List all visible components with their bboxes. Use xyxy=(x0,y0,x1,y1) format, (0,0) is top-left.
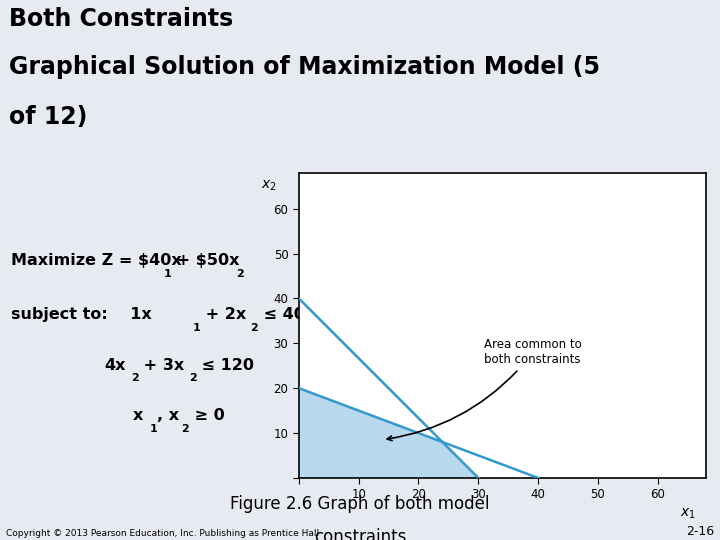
Text: Maximize Z = $40x: Maximize Z = $40x xyxy=(11,253,181,268)
Text: 2: 2 xyxy=(189,373,197,383)
Text: Graphical Solution of Maximization Model (5: Graphical Solution of Maximization Model… xyxy=(9,56,600,79)
Text: x: x xyxy=(133,408,143,423)
Text: Figure 2.6 Graph of both model: Figure 2.6 Graph of both model xyxy=(230,495,490,514)
Polygon shape xyxy=(299,388,478,478)
Text: $x_1$: $x_1$ xyxy=(680,507,696,522)
Text: , x: , x xyxy=(157,408,179,423)
Text: 2-16: 2-16 xyxy=(686,525,714,538)
Text: + 3x: + 3x xyxy=(138,358,184,373)
Text: + 2x: + 2x xyxy=(200,307,246,322)
Text: 1: 1 xyxy=(164,268,172,279)
Text: ≤ 40: ≤ 40 xyxy=(258,307,305,322)
Text: + $50x: + $50x xyxy=(171,253,240,268)
Text: of 12): of 12) xyxy=(9,105,87,129)
Text: ≤ 120: ≤ 120 xyxy=(196,358,254,373)
Text: 2: 2 xyxy=(131,373,139,383)
Text: 1: 1 xyxy=(150,424,158,434)
Text: 4x: 4x xyxy=(104,358,126,373)
Text: Area common to
both constraints: Area common to both constraints xyxy=(387,338,582,441)
Text: 2: 2 xyxy=(251,323,258,333)
Text: constraints: constraints xyxy=(314,528,406,540)
Text: subject to:    1x: subject to: 1x xyxy=(11,307,151,322)
Text: Copyright © 2013 Pearson Education, Inc. Publishing as Prentice Hall: Copyright © 2013 Pearson Education, Inc.… xyxy=(6,529,319,538)
Text: 1: 1 xyxy=(193,323,201,333)
Text: ≥ 0: ≥ 0 xyxy=(189,408,225,423)
Text: Both Constraints: Both Constraints xyxy=(9,7,233,31)
Text: $x_2$: $x_2$ xyxy=(261,179,276,193)
Text: 2: 2 xyxy=(236,268,244,279)
Text: 2: 2 xyxy=(181,424,189,434)
